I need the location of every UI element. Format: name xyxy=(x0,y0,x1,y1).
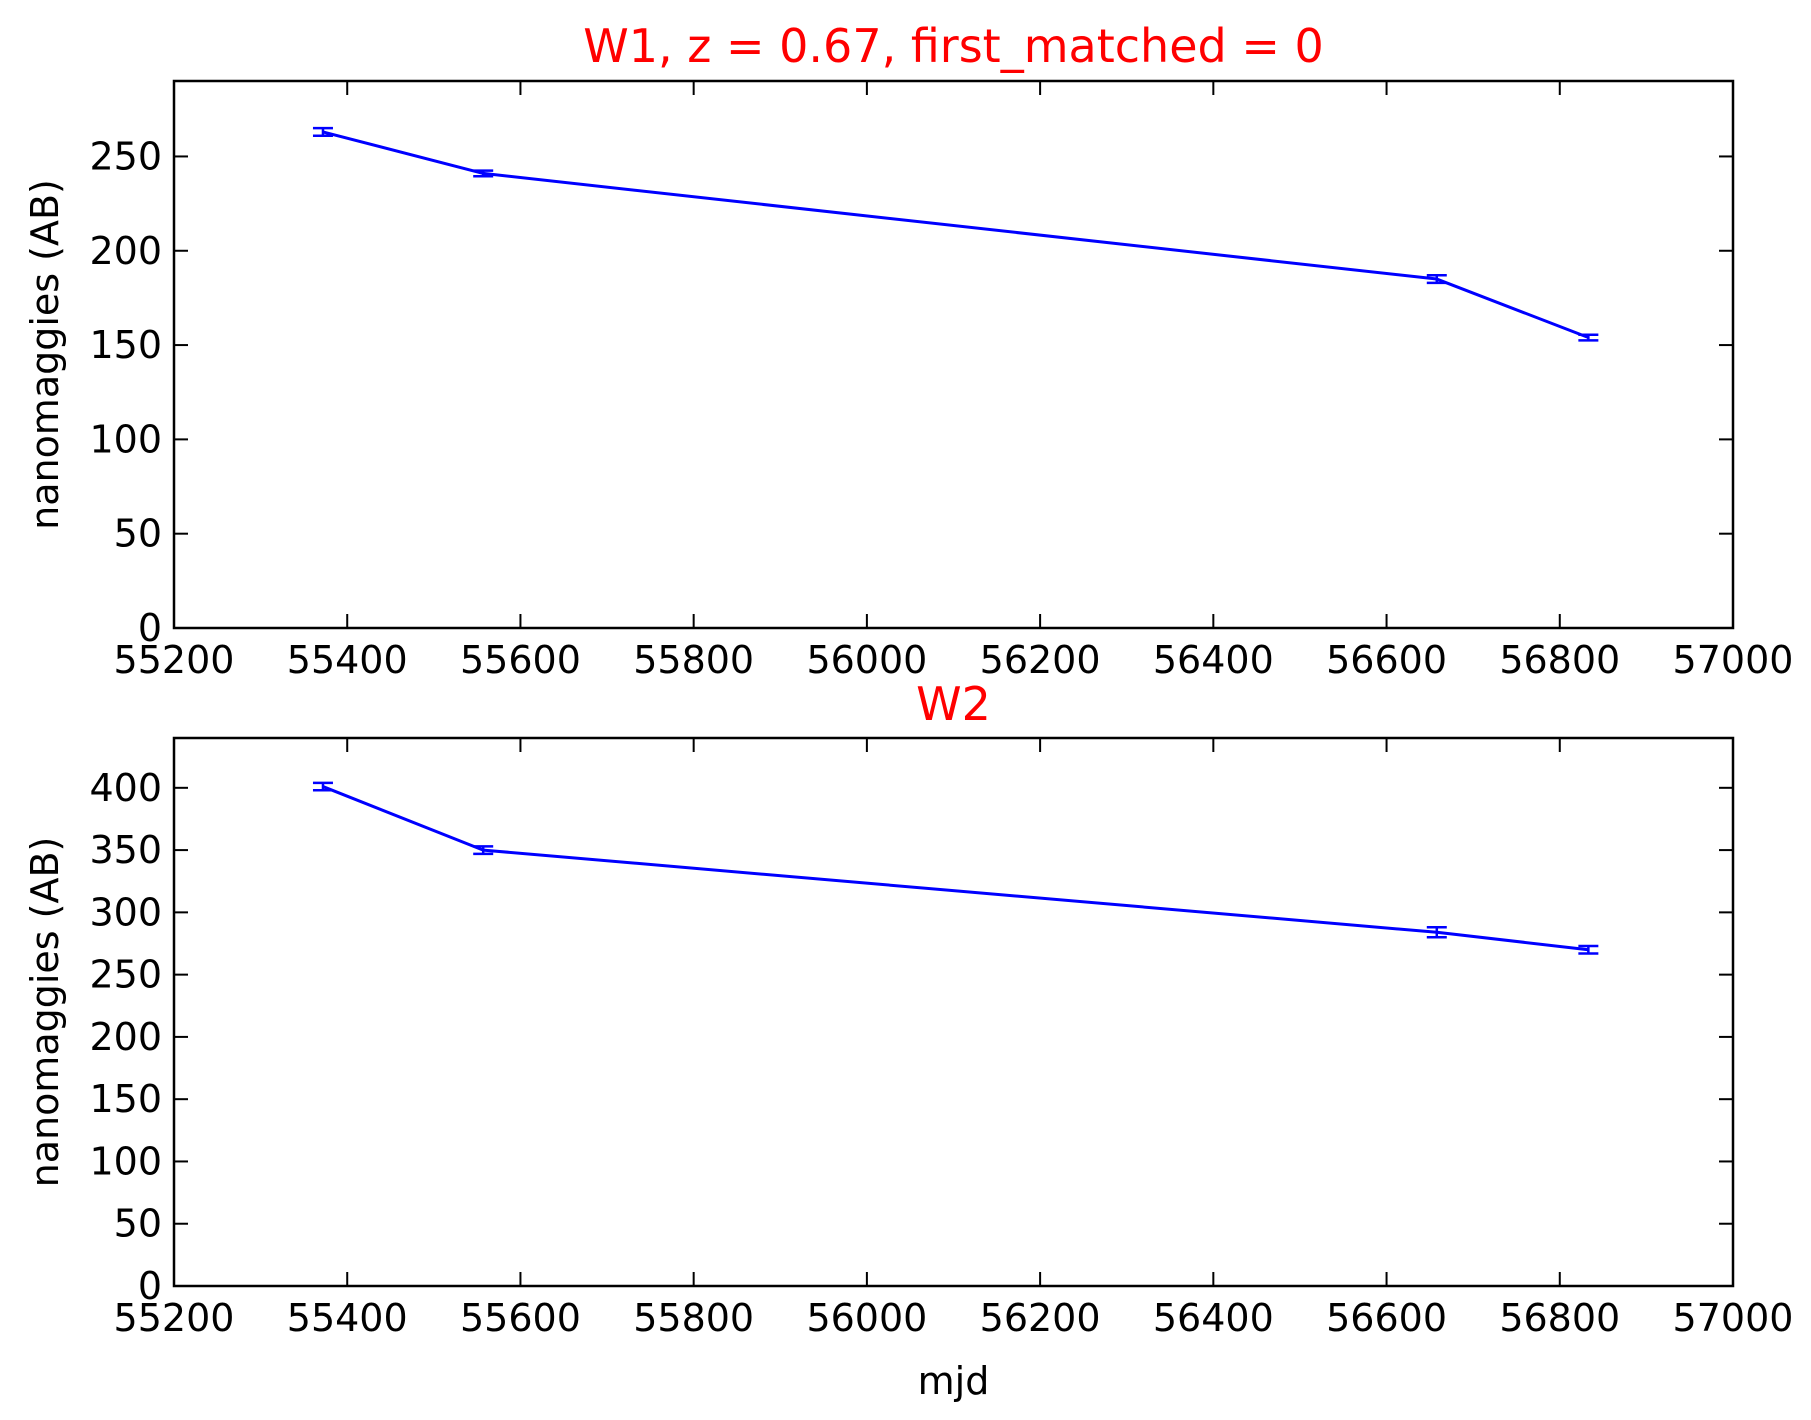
w1-plot-frame xyxy=(172,79,1735,630)
w2-y-tick-label: 300 xyxy=(89,890,162,934)
w2-x-tick-label: 55800 xyxy=(633,1296,754,1340)
w2-y-tick-label: 400 xyxy=(89,766,162,810)
w1-x-tick-label: 57000 xyxy=(1673,638,1794,682)
w2-x-tick-label: 55600 xyxy=(460,1296,581,1340)
w2-series-line xyxy=(322,785,1589,952)
w2-chart-title: W2 xyxy=(916,677,991,731)
w2-y-tick-label: 250 xyxy=(89,953,162,997)
w2-panel: 55200 55400 55600 55800 56000 56200 56400 56600… xyxy=(23,677,1793,1403)
w2-x-tick-label: 57000 xyxy=(1673,1296,1794,1340)
w2-x-tick-label: 55200 xyxy=(114,1296,235,1340)
w1-x-tick-label: 56600 xyxy=(1326,638,1447,682)
w1-x-tick-label: 56400 xyxy=(1153,638,1274,682)
w1-y-tick-label: 250 xyxy=(89,134,162,178)
w1-x-tick-label: 56000 xyxy=(806,638,927,682)
w1-y-tick-label: 100 xyxy=(89,417,162,461)
w1-x-tick-label: 55600 xyxy=(460,638,581,682)
w1-y-tick-label: 150 xyxy=(89,323,162,367)
w2-x-axis-label: mjd xyxy=(918,1359,990,1403)
w2-y-tick-label: 100 xyxy=(89,1139,162,1183)
w2-y-axis-label: nanomaggies (AB) xyxy=(23,837,67,1188)
w1-series-line xyxy=(322,130,1589,339)
w2-x-tick-label: 56000 xyxy=(806,1296,927,1340)
w2-plot-frame xyxy=(172,736,1735,1288)
w2-y-tick-label: 150 xyxy=(89,1077,162,1121)
w2-x-tick-label: 56600 xyxy=(1326,1296,1447,1340)
w1-x-tick-label: 55800 xyxy=(633,638,754,682)
w2-x-tick-label: 56800 xyxy=(1499,1296,1620,1340)
w2-y-tick-label: 200 xyxy=(89,1015,162,1059)
w1-x-tick-label: 56200 xyxy=(980,638,1101,682)
w2-x-tick-label: 55400 xyxy=(287,1296,408,1340)
w2-x-tick-label: 56400 xyxy=(1153,1296,1274,1340)
w1-panel: 55200 55400 55600 55800 56000 56200 56400 56600… xyxy=(23,19,1793,682)
w2-y-tick-label: 0 xyxy=(138,1264,162,1308)
w1-chart-title: W1, z = 0.67, first_matched = 0 xyxy=(583,19,1324,73)
w1-y-tick-label: 0 xyxy=(138,606,162,650)
w2-y-tick-label: 50 xyxy=(114,1202,162,1246)
w1-y-axis-label: nanomaggies (AB) xyxy=(23,179,67,530)
w1-y-tick-label: 200 xyxy=(89,229,162,273)
w1-y-tick-label: 50 xyxy=(114,512,162,556)
w1-x-tick-label: 55200 xyxy=(114,638,235,682)
w1-x-tick-label: 56800 xyxy=(1499,638,1620,682)
w2-y-tick-label: 350 xyxy=(89,828,162,872)
w1-x-tick-label: 55400 xyxy=(287,638,408,682)
w2-x-tick-label: 56200 xyxy=(980,1296,1101,1340)
